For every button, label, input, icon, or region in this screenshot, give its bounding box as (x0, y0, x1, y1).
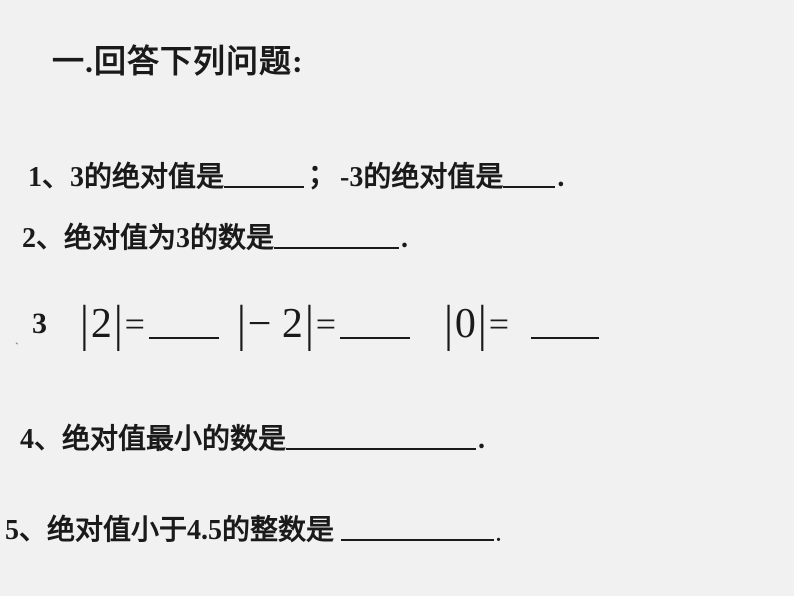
equals-2: = (316, 303, 336, 345)
section-title: 一.回答下列问题: (52, 36, 304, 82)
abs-bar-right: | (305, 294, 314, 353)
abs-bar-right: | (478, 294, 487, 353)
q4-text: 绝对值最小的数是 (62, 424, 286, 455)
equals-1: = (125, 303, 145, 345)
q2-number: 2、 (22, 223, 64, 254)
q1-blank-2 (503, 162, 555, 188)
q1-semicolon: ； (308, 160, 336, 191)
q4-period: . (478, 424, 485, 455)
q2-text: 绝对值为3的数是 (64, 223, 274, 254)
q3-val-1: 2 (89, 300, 114, 348)
q3-val-3: 0 (453, 300, 478, 348)
q3-expr-3: |0|= (444, 298, 513, 349)
q3-expr-2: |− 2|= (237, 298, 340, 349)
abs-bar-left: | (237, 294, 246, 353)
q3-val-2: − 2 (246, 300, 305, 348)
q1-period: . (557, 162, 564, 193)
q1-blank-1 (224, 162, 304, 188)
q3-blank-3 (531, 337, 599, 339)
q4-number: 4、 (20, 424, 62, 455)
q5-blank (341, 515, 494, 541)
question-1: 1、3的绝对值是 ；-3的绝对值是. (28, 155, 564, 195)
q3-expr-1: |2|= (80, 298, 149, 349)
stray-mark: ` (15, 340, 19, 355)
equals-3: = (489, 303, 509, 345)
q5-text: 绝对值小于4.5的整数是 (47, 515, 334, 546)
question-4: 4、绝对值最小的数是. (20, 417, 485, 457)
q2-period: . (401, 223, 408, 254)
q4-blank (286, 424, 476, 450)
q3-blank-2 (340, 337, 410, 339)
question-2: 2、绝对值为3的数是. (22, 216, 408, 256)
question-3: 3 |2|= |− 2|= |0|= (32, 298, 599, 349)
q1-text-1: 3的绝对值是 (70, 162, 224, 193)
q5-period: . (496, 524, 501, 546)
abs-bar-left: | (444, 294, 453, 353)
question-5: 5、绝对值小于4.5的整数是 . (5, 508, 501, 548)
q2-blank (274, 223, 399, 249)
q3-blank-1 (149, 337, 219, 339)
q3-number: 3 (32, 307, 47, 341)
abs-bar-right: | (114, 294, 123, 353)
q1-number: 1、 (28, 162, 70, 193)
abs-bar-left: | (80, 294, 89, 353)
q1-text-2: -3的绝对值是 (340, 162, 503, 193)
q5-number: 5、 (5, 515, 47, 546)
